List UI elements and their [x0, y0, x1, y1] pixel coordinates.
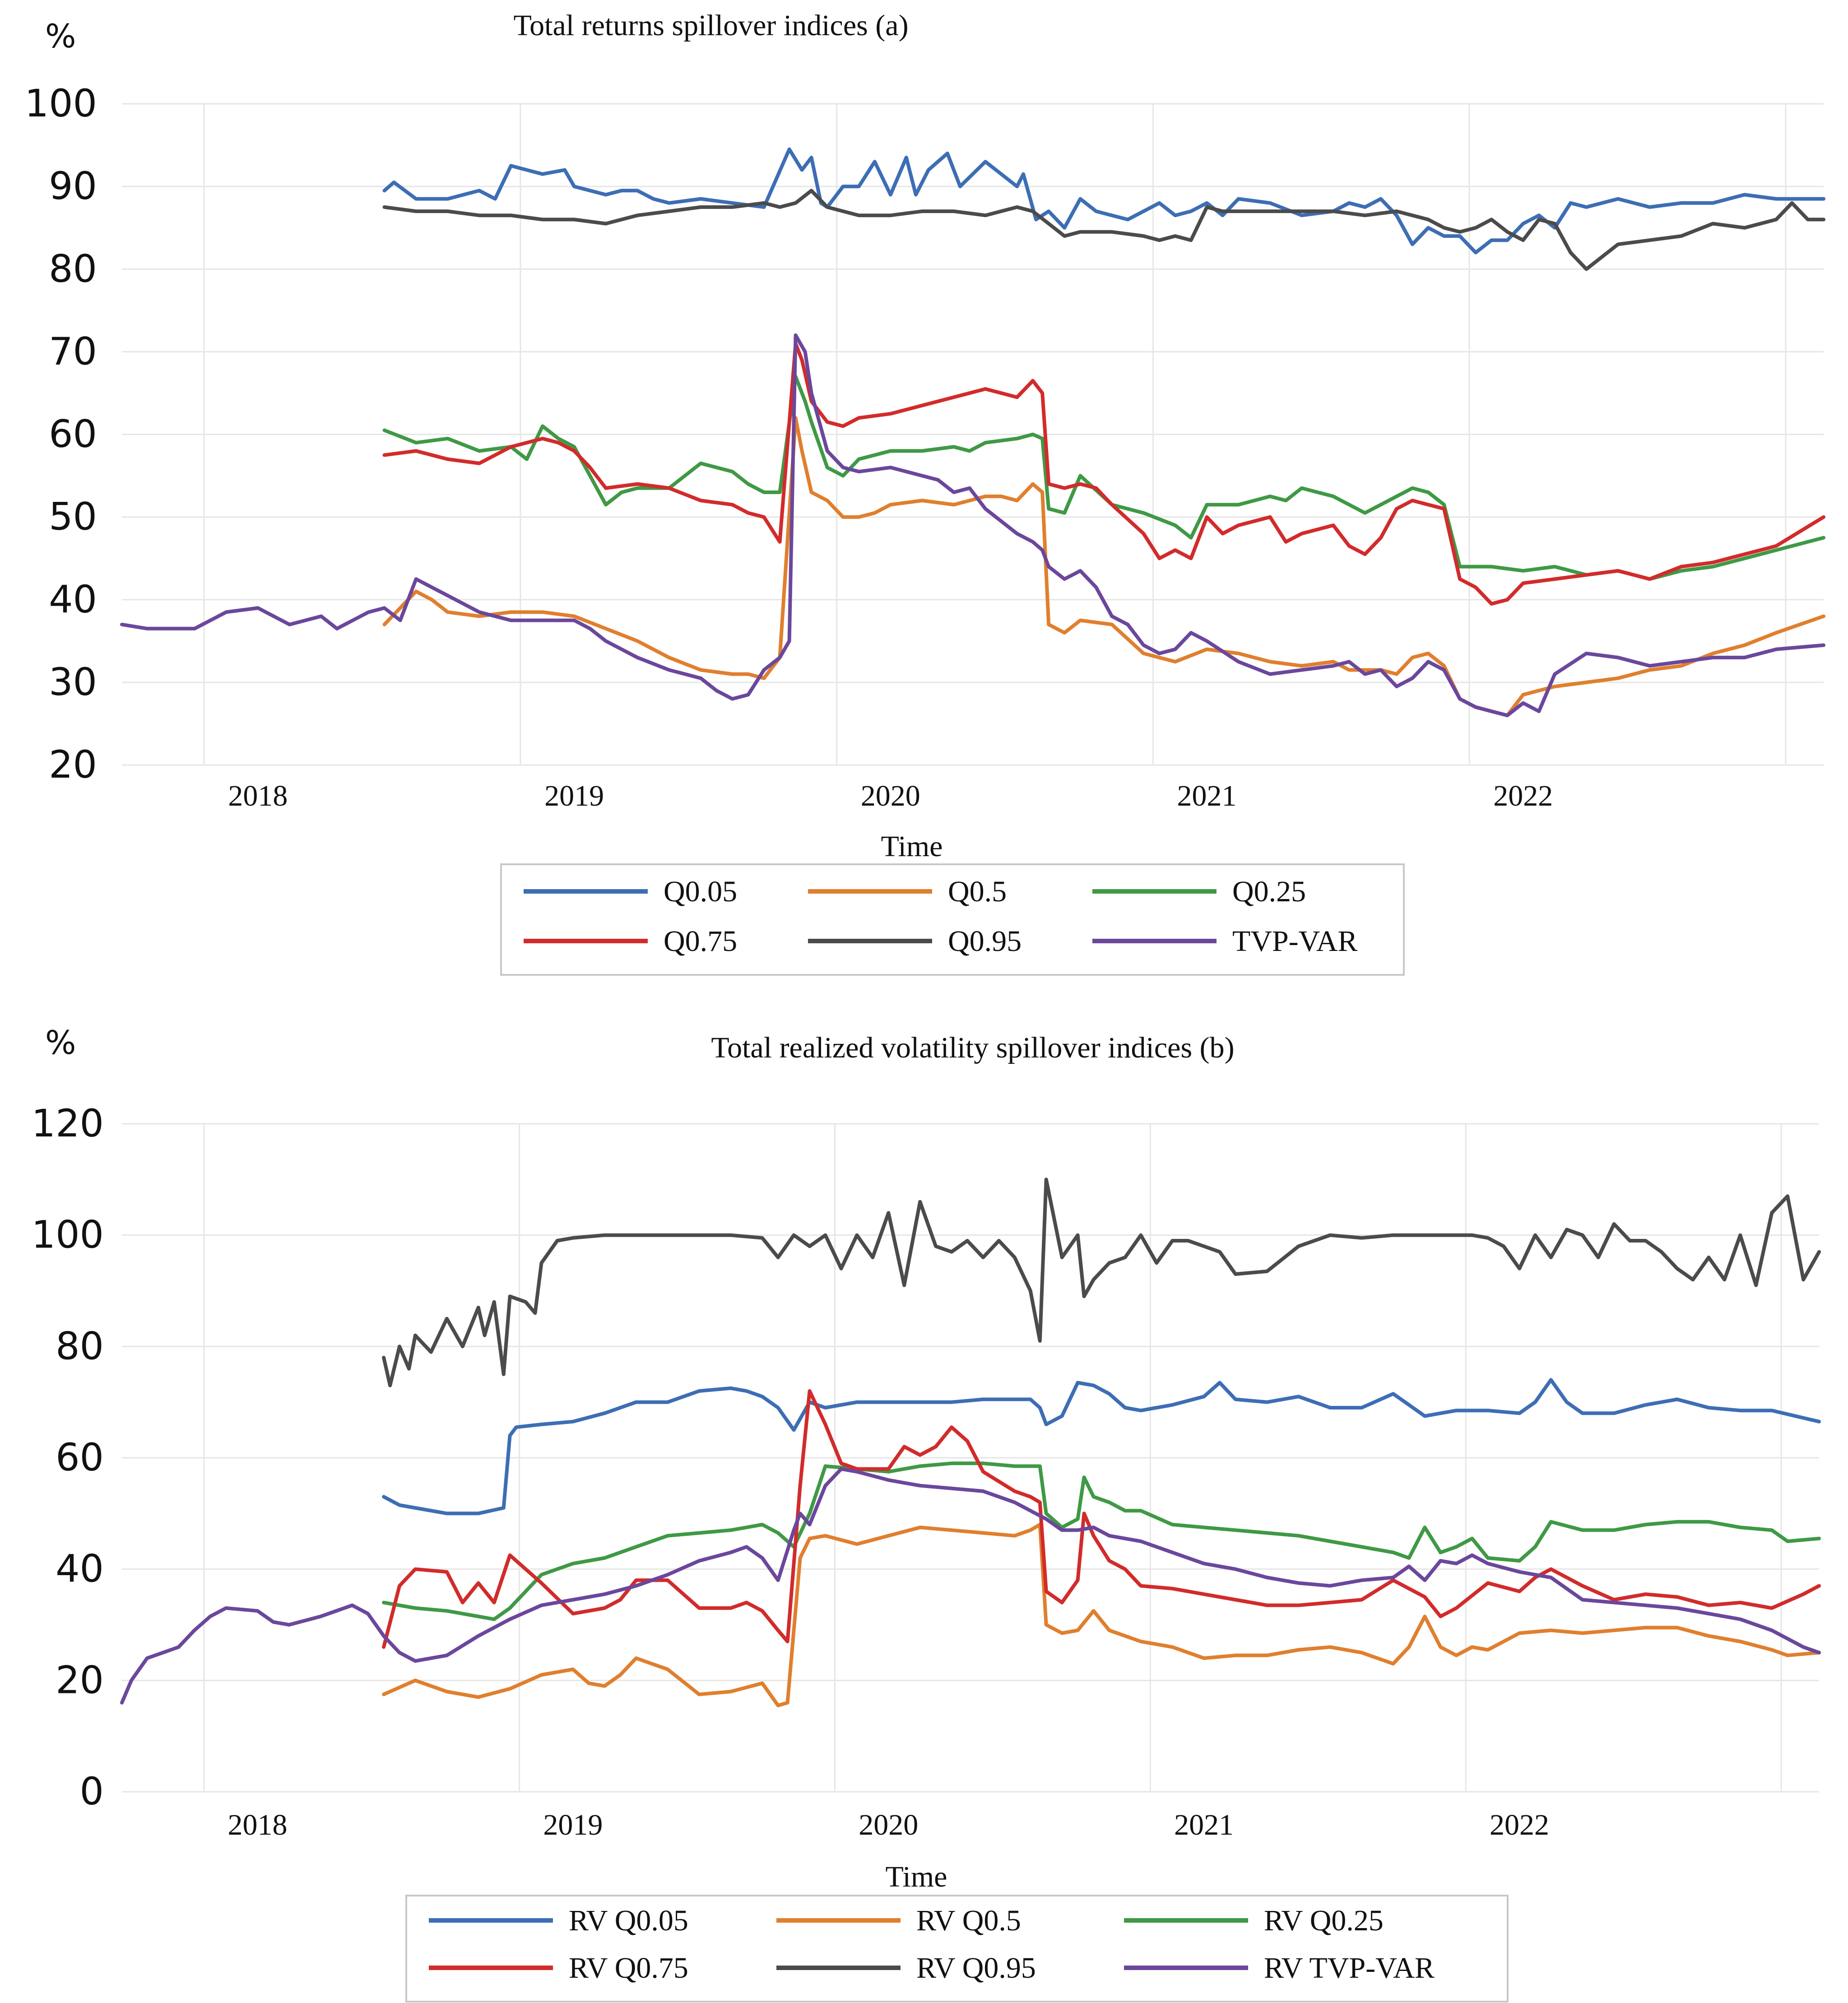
legend-label-rv-q0-25: RV Q0.25	[1264, 1904, 1384, 1937]
legend-label-q0-05: Q0.05	[664, 875, 737, 908]
y-tick-label: 90	[49, 164, 97, 208]
y-tick-label: 70	[49, 329, 97, 373]
legend-label-q0-5: Q0.5	[948, 875, 1007, 908]
legend-label-q0-25: Q0.25	[1232, 875, 1306, 908]
legend-label-rv-q0-95: RV Q0.95	[916, 1952, 1036, 1984]
y-tick-label: 60	[49, 412, 97, 456]
legend-label-rv-q0-5: RV Q0.5	[916, 1904, 1021, 1937]
series-line-rv-q0-05	[382, 1378, 1821, 1516]
legend-box	[500, 863, 1405, 976]
y-tick-label: 100	[25, 81, 97, 125]
x-tick-labels: 2018 2019 2020 2021 2022	[228, 1808, 1550, 1841]
y-tick-label: 0	[80, 1769, 104, 1813]
legend-label-q0-75: Q0.75	[664, 925, 737, 958]
legend: Q0.05 Q0.5 Q0.25 Q0.75 Q0.95 TVP-VAR	[500, 863, 1405, 976]
series-line-rv-q0-75	[382, 1389, 1821, 1649]
y-tick-labels: 20 30 40 50 60 70 80 90 100	[25, 81, 97, 787]
x-axis-label: Time	[886, 1860, 947, 1893]
legend-label-tvp-var: TVP-VAR	[1232, 925, 1358, 958]
chart-panel-returns: % Total returns spillover indices (a) 20…	[25, 9, 1825, 976]
legend: RV Q0.05 RV Q0.5 RV Q0.25 RV Q0.75 RV Q0.95 R…	[405, 1895, 1509, 2003]
series-lines	[120, 1178, 1821, 1707]
legend-box	[405, 1895, 1509, 2003]
series-line-rv-q0-25	[382, 1461, 1821, 1621]
y-tick-label: 120	[32, 1101, 104, 1145]
series-line-q0-75	[382, 342, 1825, 606]
legend-label-rv-tvp-var: RV TVP-VAR	[1264, 1952, 1435, 1984]
series-line-q0-25	[382, 375, 1825, 581]
x-tick-label: 2020	[861, 779, 920, 812]
y-tick-label: 80	[56, 1324, 104, 1368]
legend-label-q0-95: Q0.95	[948, 925, 1022, 958]
y-tick-label: 30	[49, 660, 97, 704]
x-tick-label: 2020	[859, 1808, 918, 1841]
y-axis-label: %	[45, 1024, 76, 1062]
x-tick-label: 2022	[1490, 1808, 1549, 1841]
series-line-rv-tvp-var	[120, 1467, 1821, 1705]
series-lines	[120, 147, 1825, 718]
x-tick-label: 2021	[1174, 1808, 1234, 1841]
x-axis-label: Time	[881, 830, 943, 863]
chart-title: Total returns spillover indices (a)	[513, 9, 908, 42]
x-tick-label: 2019	[544, 779, 604, 812]
y-tick-label: 60	[56, 1435, 104, 1479]
chart-title: Total realized volatility spillover indi…	[711, 1031, 1234, 1064]
y-tick-label: 100	[32, 1213, 104, 1257]
x-tick-label: 2021	[1177, 779, 1237, 812]
legend-label-rv-q0-75: RV Q0.75	[569, 1952, 688, 1984]
gridlines	[122, 103, 1824, 766]
y-tick-label: 40	[49, 577, 97, 621]
y-tick-label: 50	[49, 495, 97, 539]
x-tick-label: 2018	[228, 779, 288, 812]
series-line-tvp-var	[120, 333, 1825, 718]
y-tick-label: 40	[56, 1547, 104, 1591]
x-tick-label: 2019	[543, 1808, 603, 1841]
chart-panel-volatility: % Total realized volatility spillover in…	[32, 1024, 1821, 2003]
y-tick-labels: 0 20 40 60 80 100 120	[32, 1101, 104, 1813]
x-tick-label: 2018	[228, 1808, 288, 1841]
series-line-rv-q0-95	[382, 1178, 1821, 1387]
y-tick-label: 20	[56, 1658, 104, 1702]
legend-label-rv-q0-05: RV Q0.05	[569, 1904, 688, 1937]
series-line-q0-05	[382, 147, 1825, 255]
x-tick-label: 2022	[1493, 779, 1553, 812]
series-line-q0-95	[382, 189, 1825, 271]
x-tick-labels: 2018 2019 2020 2021 2022	[228, 779, 1553, 812]
y-axis-label: %	[45, 17, 76, 55]
y-tick-label: 20	[49, 742, 97, 787]
series-line-rv-q0-5	[382, 1523, 1821, 1707]
y-tick-label: 80	[49, 246, 97, 291]
